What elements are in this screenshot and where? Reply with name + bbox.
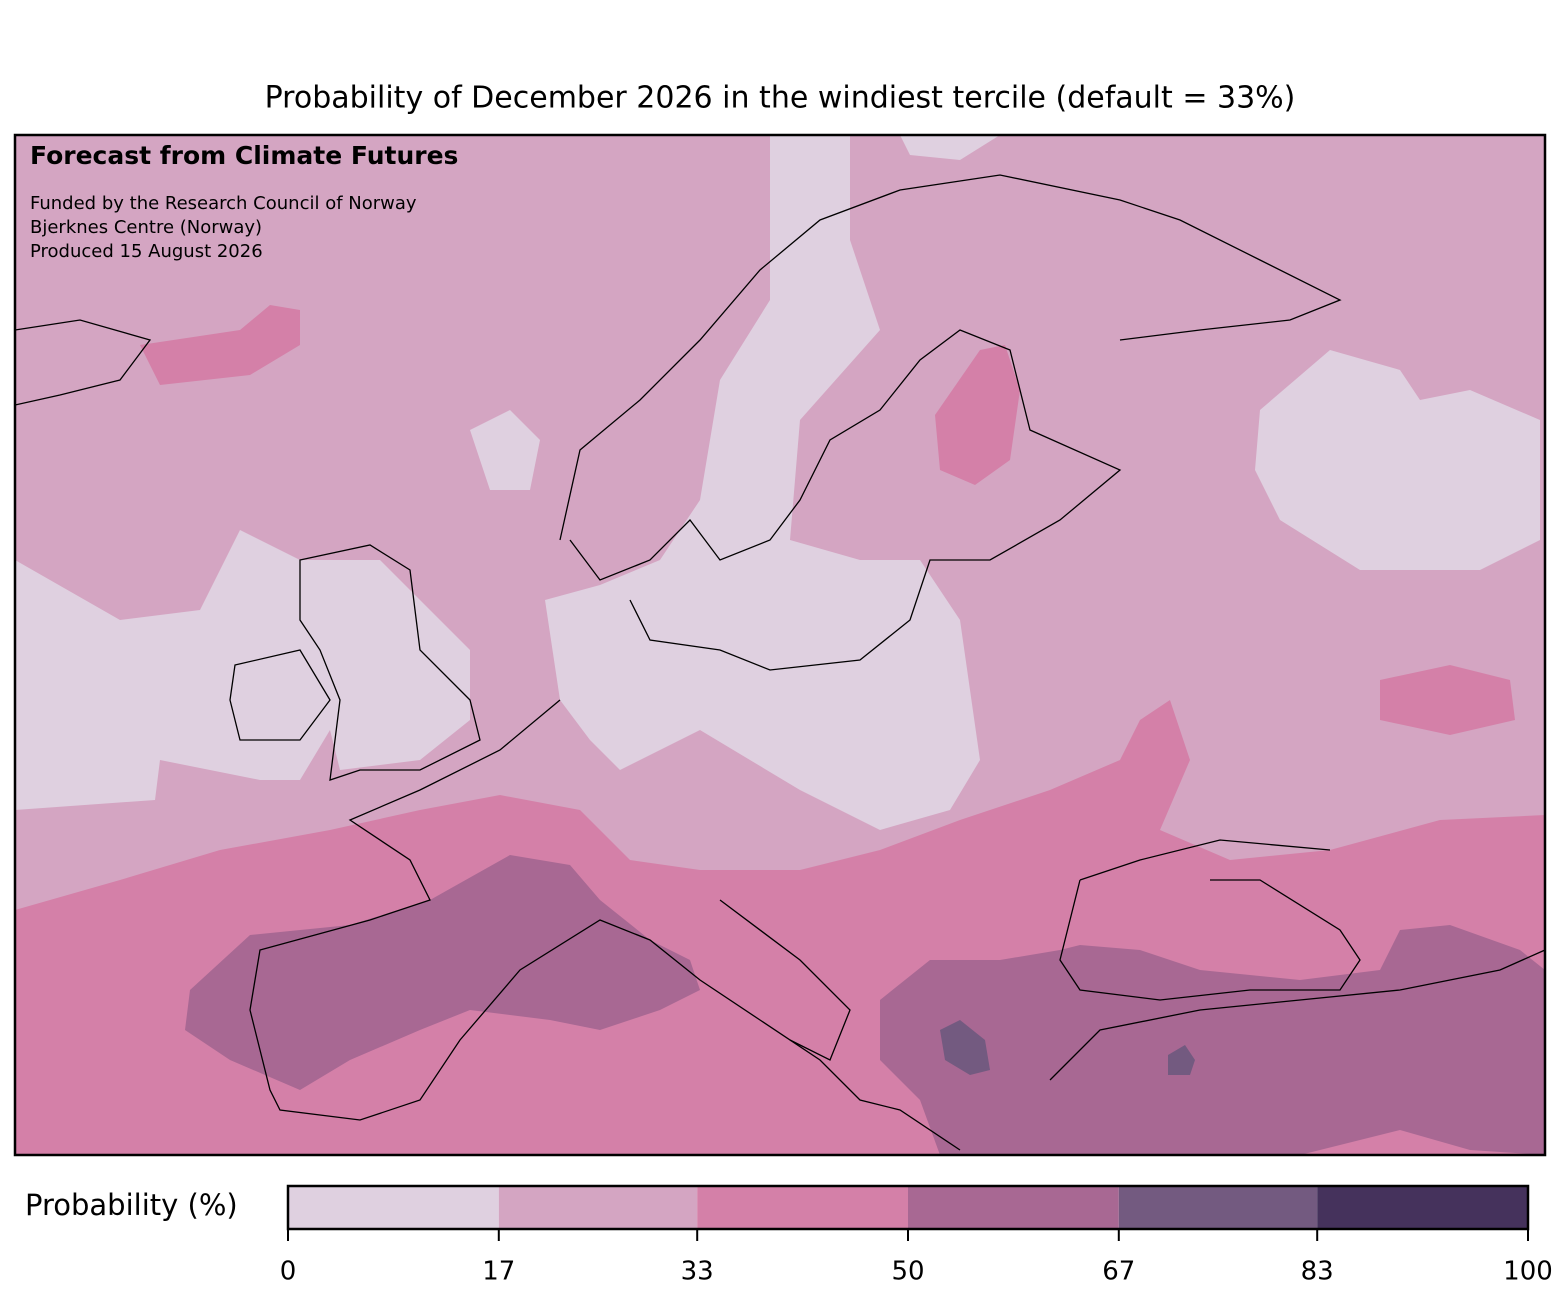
colorbar-segment [908,1186,1119,1229]
contour-region [470,410,540,490]
tick-label: 100 [1503,1257,1553,1287]
contour-region [1168,1045,1195,1075]
tick-label: 33 [681,1257,714,1287]
tick-label: 50 [891,1257,924,1287]
colorbar-label: Probability (%) [25,1188,238,1222]
colorbar-segment [1118,1186,1318,1229]
contour-region [185,855,700,1090]
contour-region [935,345,1020,485]
contour-region [545,135,980,830]
contour-region [1255,350,1540,570]
tick-label: 0 [280,1257,297,1287]
contour-region [140,305,300,385]
annotation-line: Funded by the Research Council of Norway [30,193,417,214]
contour-region [900,135,1000,160]
contour-region [15,530,470,810]
annotation-line: Produced 15 August 2026 [30,241,263,262]
colorbar-segment [1317,1186,1528,1229]
contour-region [880,925,1545,1155]
annotation-heading: Forecast from Climate Futures [30,141,458,170]
contour-region [940,1020,990,1075]
map [15,135,1545,1155]
map-frame [13,133,1547,1157]
annotation-line: Bjerknes Centre (Norway) [30,217,262,238]
colorbar-segment [498,1186,698,1229]
title: Probability of December 2026 in the wind… [265,81,1296,116]
contour-region [1380,665,1515,735]
colorbar-segment [697,1186,908,1229]
tick-label: 83 [1301,1257,1334,1287]
tick-label: 67 [1102,1257,1135,1287]
colorbar-segment [288,1186,499,1229]
tick-label: 17 [482,1257,515,1287]
